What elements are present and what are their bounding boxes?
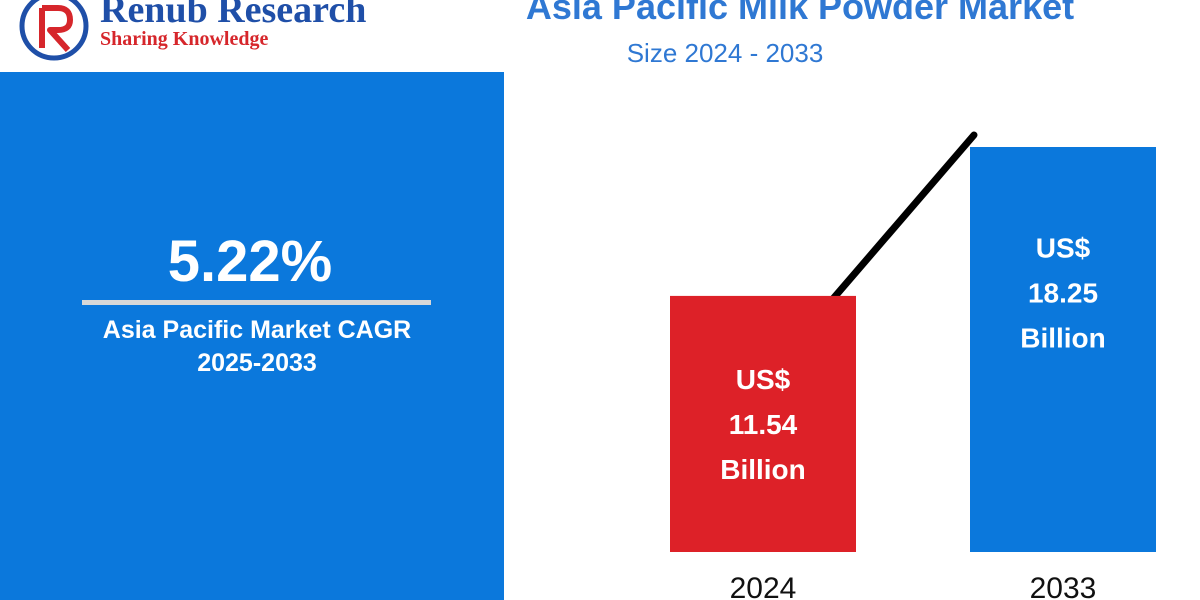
brand-name: Renub Research	[100, 0, 367, 31]
cagr-label: Asia Pacific Market CAGR 2025-2033	[0, 314, 514, 380]
bar-value-label: Billion	[720, 454, 806, 485]
page-subtitle: Size 2024 - 2033	[626, 38, 824, 68]
page-title: Asia Pacific Milk Powder Market	[525, 0, 1075, 27]
bar-value-label: US$	[736, 364, 791, 395]
bar-value-label: 18.25	[1028, 278, 1098, 309]
bar-value-label: Billion	[1020, 323, 1106, 354]
bar-2024	[670, 295, 856, 552]
brand-logo: Renub Research Sharing Knowledge	[0, 0, 460, 70]
cagr-label-line1: Asia Pacific Market CAGR	[102, 316, 412, 344]
bar-value-label: US$	[1036, 233, 1091, 264]
brand-tagline: Sharing Knowledge	[100, 28, 269, 50]
trend-line	[828, 131, 978, 304]
x-tick-label: 2033	[1030, 572, 1097, 600]
cagr-panel: 5.22% Asia Pacific Market CAGR 2025-2033	[0, 72, 504, 600]
renub-logo-icon	[19, 0, 89, 61]
cagr-label-line2: 2025-2033	[197, 349, 317, 377]
market-size-chart: US$ 11.54 Billion 2024 US$ 18.25 Billion 2033	[670, 131, 1156, 600]
cagr-divider	[82, 300, 431, 305]
cagr-value: 5.22%	[167, 229, 333, 294]
bar-2033	[970, 147, 1156, 552]
x-tick-label: 2024	[730, 572, 797, 600]
bar-value-label: 11.54	[729, 409, 798, 440]
